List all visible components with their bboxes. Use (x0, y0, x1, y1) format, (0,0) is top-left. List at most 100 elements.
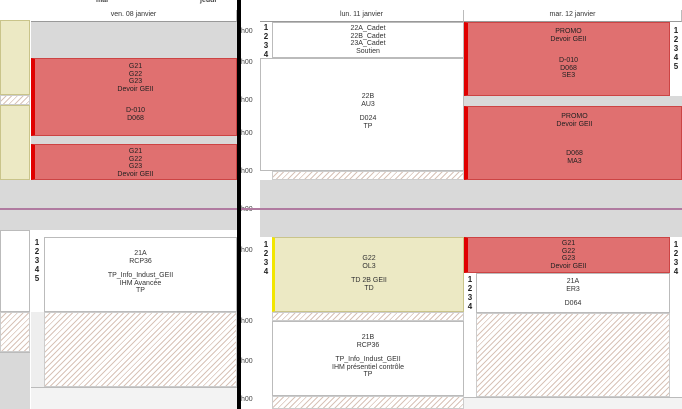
week-num: 4 (467, 302, 473, 311)
week-num: 2 (467, 284, 473, 293)
event-text: 23A_Cadet (350, 40, 386, 47)
hour-label: h00 (241, 130, 253, 137)
event-block[interactable]: 22A_Cadet 22B_Cadet 23A_Cadet Soutien (272, 22, 464, 58)
event-text: Devoir GEII (117, 170, 154, 178)
event-text: 21A (566, 278, 580, 285)
empty-slot (31, 387, 237, 409)
free-slot (272, 171, 464, 180)
left-calendar-panel: mar jeudi ven. 08 janvier G21 G22 G23 De… (0, 0, 237, 409)
week-num: 1 (34, 238, 40, 247)
empty-slot (31, 312, 44, 387)
event-block[interactable]: G21 G22 G23 Devoir GEII (31, 144, 237, 180)
week-numbers: 1 2 3 4 (260, 23, 272, 59)
window-divider (237, 0, 241, 409)
event-text: TP (136, 287, 145, 294)
hour-label: h00 (241, 168, 253, 175)
empty-slot (31, 22, 237, 58)
event-block[interactable] (0, 105, 30, 180)
week-numbers: 1 2 3 4 (464, 275, 476, 311)
hour-label: h00 (241, 396, 253, 403)
week-num: 4 (263, 50, 269, 59)
event-block[interactable]: 22B AU3 D024 TP (260, 58, 464, 171)
week-num: 3 (673, 44, 679, 53)
week-numbers: 1 2 3 4 (260, 240, 272, 276)
event-block[interactable]: PROMO Devoir GEII D-010 D068 SE3 (464, 22, 670, 96)
hour-label: h00 (241, 247, 253, 254)
event-text (273, 349, 463, 356)
free-slot (0, 312, 30, 352)
week-num: 4 (673, 267, 679, 276)
event-text: D-010 (125, 107, 146, 114)
right-calendar-panel: h00 h00 h00 h00 h00 h00 h00 h00 h00 h00 … (241, 0, 682, 409)
hour-label: h00 (241, 318, 253, 325)
empty-slot (0, 230, 30, 312)
top-day-label: jeudi (200, 0, 217, 4)
event-text: MA3 (567, 157, 582, 165)
event-block[interactable]: PROMO Devoir GEII D068 MA3 (464, 106, 682, 180)
event-text: G23 (128, 163, 143, 170)
break-row (0, 180, 237, 230)
week-num: 1 (467, 275, 473, 284)
free-slot (272, 396, 464, 409)
empty-slot (31, 136, 237, 144)
event-block[interactable]: G22 OL3 TD 2B GEII TD (272, 237, 464, 312)
day-header-tuesday[interactable]: mar. 12 janvier (464, 10, 682, 22)
week-num: 2 (34, 247, 40, 256)
event-text: RCP36 (129, 257, 152, 265)
week-num: 2 (263, 32, 269, 41)
event-text (477, 293, 669, 300)
free-slot (44, 312, 237, 387)
empty-slot (464, 96, 682, 106)
free-slot (476, 313, 670, 397)
event-text: D068 (127, 114, 144, 122)
event-text: Devoir GEII (550, 35, 587, 43)
event-text: G22 (128, 70, 143, 78)
event-text: D-010 (558, 57, 579, 64)
week-num: 1 (263, 23, 269, 32)
week-num: 2 (673, 35, 679, 44)
event-text: D064 (564, 300, 582, 307)
event-block[interactable]: 21A ER3 D064 (476, 273, 670, 313)
event-text: 22A_Cadet (350, 25, 386, 32)
event-text: TP (363, 371, 373, 378)
week-numbers: 1 2 3 4 5 (670, 26, 682, 71)
event-text (468, 128, 681, 150)
hour-label: h00 (241, 358, 253, 365)
week-num: 1 (263, 240, 269, 249)
event-text (45, 265, 236, 272)
event-text: TD (364, 284, 374, 292)
event-text: D068 (566, 150, 583, 157)
week-num: 3 (263, 258, 269, 267)
event-text: G23 (561, 255, 576, 262)
event-text: IHM Avancée (119, 279, 162, 287)
event-text: G21 (561, 240, 576, 247)
week-num: 2 (263, 249, 269, 258)
event-text: G21 (128, 148, 143, 155)
event-block[interactable]: 21B RCP36 TP_Info_Indust_GEII IHM présen… (272, 321, 464, 396)
event-block[interactable]: G21 G22 G23 Devoir GEII (464, 237, 670, 273)
event-text: G22 (561, 247, 576, 255)
lunch-line (0, 208, 237, 210)
day-header[interactable]: ven. 08 janvier (31, 10, 237, 22)
event-text: Soutien (356, 47, 380, 55)
hour-label: h00 (241, 28, 253, 35)
free-slot (0, 95, 30, 105)
event-text: PROMO (555, 28, 582, 35)
week-num: 3 (673, 258, 679, 267)
event-text (273, 108, 463, 115)
event-text: IHM présentiel contrôle (332, 363, 404, 371)
event-text: SE3 (561, 72, 576, 79)
event-text: PROMO (561, 113, 588, 120)
event-text (468, 43, 669, 57)
week-numbers: 1 2 3 4 5 (31, 238, 43, 283)
event-block[interactable] (0, 20, 30, 95)
week-num: 4 (673, 53, 679, 62)
event-text: 22B_Cadet (350, 32, 386, 40)
empty-slot (464, 397, 682, 409)
week-num: 2 (673, 249, 679, 258)
hour-label: h00 (241, 97, 253, 104)
event-block[interactable]: G21 G22 G23 Devoir GEII D-010 D068 (31, 58, 237, 136)
day-header-monday[interactable]: lun. 11 janvier (260, 10, 464, 22)
event-block[interactable]: 21A RCP36 TP_Info_Indust_GEII IHM Avancé… (44, 237, 237, 312)
event-text: G23 (128, 78, 143, 85)
